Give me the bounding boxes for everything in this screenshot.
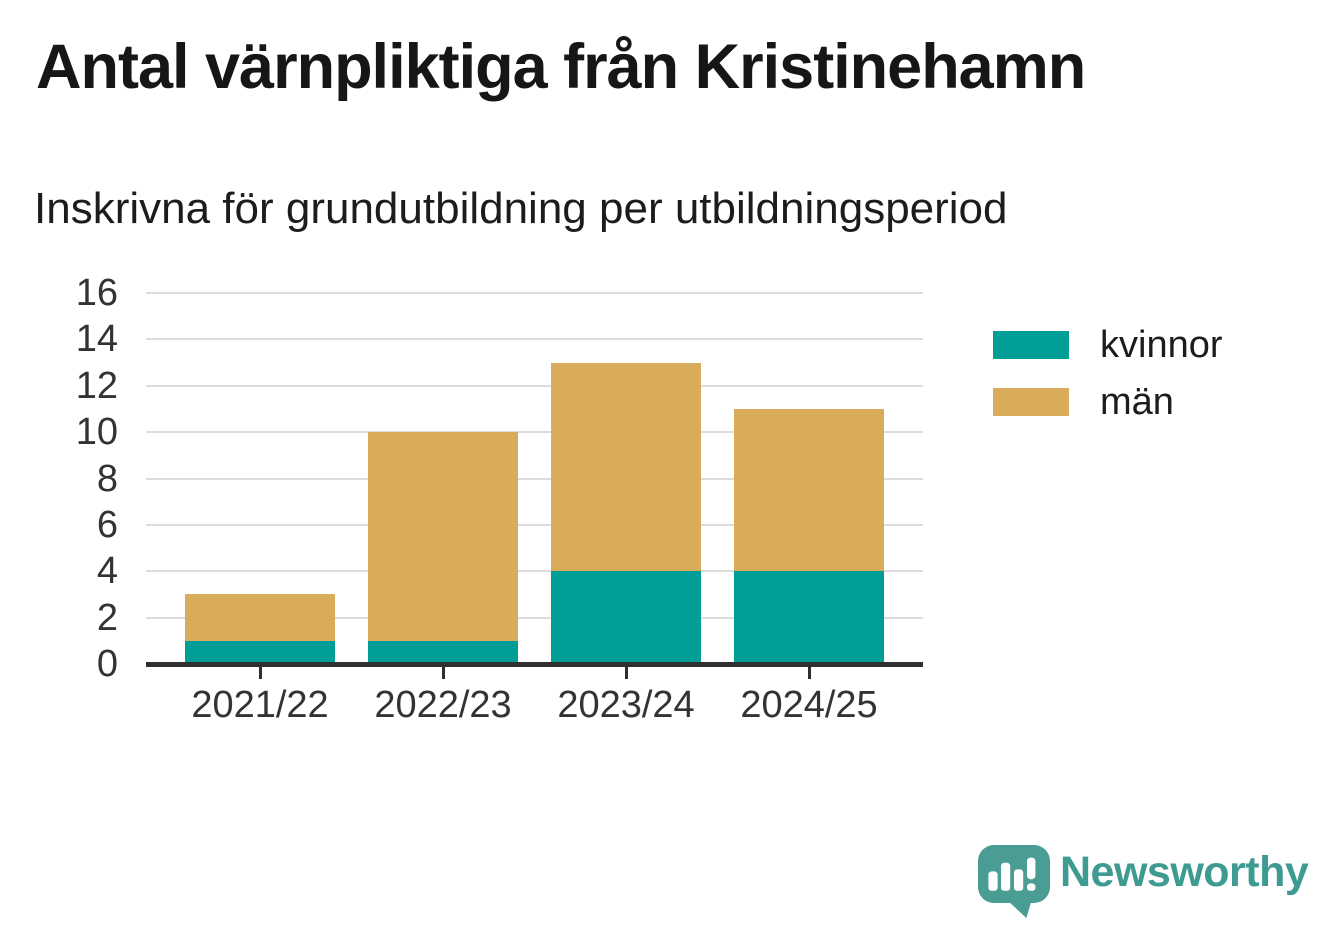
y-tick-label: 0 — [96, 643, 118, 685]
x-tick — [441, 667, 445, 679]
x-tick — [258, 667, 262, 679]
legend-item-man: män — [993, 381, 1223, 423]
gridline — [146, 431, 923, 434]
legend-label-man: män — [1100, 381, 1174, 423]
bar-segment-män — [185, 594, 335, 641]
x-tick-label: 2023/24 — [557, 684, 695, 726]
bar-segment-kvinnor — [551, 571, 701, 664]
gridline — [146, 616, 923, 619]
gridline — [146, 523, 923, 526]
gridline — [146, 384, 923, 387]
bar-segment-kvinnor — [734, 571, 884, 664]
legend-label-kvinnor: kvinnor — [1100, 324, 1223, 366]
bar-2022/23 — [368, 432, 518, 664]
legend: kvinnor män — [993, 324, 1223, 445]
y-tick-label: 10 — [75, 411, 118, 454]
y-tick-label: 16 — [75, 272, 118, 314]
brand-logo: Newsworthy — [978, 845, 1309, 920]
bar-2023/24 — [551, 362, 701, 664]
legend-swatch-man — [993, 388, 1069, 416]
brand-name: Newsworthy — [1060, 848, 1309, 896]
bar-segment-män — [734, 408, 884, 572]
y-tick-label: 8 — [96, 457, 118, 500]
bar-segment-kvinnor — [185, 640, 335, 664]
newsworthy-bubble-icon — [978, 845, 1050, 918]
plot-area — [146, 292, 923, 679]
gridline — [146, 570, 923, 573]
y-tick-label: 14 — [75, 318, 118, 361]
x-tick-label: 2024/25 — [740, 684, 878, 726]
bar-segment-kvinnor — [368, 640, 518, 664]
chart-subtitle: Inskrivna för grundutbildning per utbild… — [34, 184, 1008, 233]
gridline — [146, 292, 923, 294]
y-tick-label: 6 — [96, 503, 118, 546]
bar-segment-män — [551, 362, 701, 572]
x-tick — [624, 667, 628, 679]
gridline — [146, 477, 923, 480]
chart-title: Antal värnpliktiga från Kristinehamn — [36, 32, 1086, 102]
bar-segment-män — [368, 432, 518, 641]
bar-2021/22 — [185, 594, 335, 664]
legend-swatch-kvinnor — [993, 331, 1069, 359]
bar-2024/25 — [734, 408, 884, 664]
y-tick-label: 4 — [96, 550, 118, 593]
gridline — [146, 338, 923, 341]
x-tick-label: 2022/23 — [374, 684, 512, 726]
y-tick-label: 12 — [75, 364, 118, 407]
legend-item-kvinnor: kvinnor — [993, 324, 1223, 366]
x-tick-label: 2021/22 — [191, 684, 329, 726]
y-tick-label: 2 — [96, 596, 118, 639]
x-axis-line — [146, 662, 923, 667]
x-tick — [807, 667, 811, 679]
